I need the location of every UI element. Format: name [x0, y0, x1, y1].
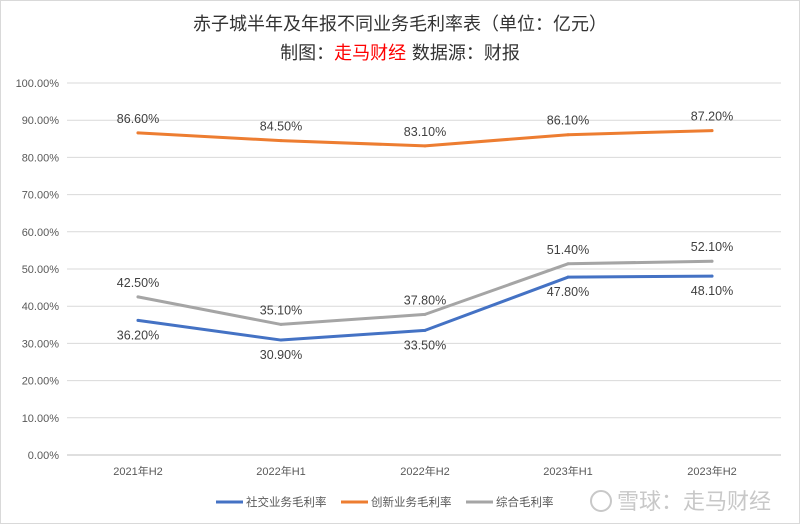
data-point [136, 131, 140, 135]
data-label: 48.10% [691, 284, 733, 298]
data-label: 35.10% [260, 303, 302, 317]
data-label: 86.60% [117, 112, 159, 126]
data-label: 86.10% [547, 114, 589, 128]
data-label: 33.50% [404, 338, 446, 352]
data-point [566, 275, 570, 279]
x-tick-label: 2021年H2 [113, 464, 163, 478]
chart-subtitle: 制图：走马财经 数据源：财报 [1, 39, 799, 65]
data-label: 47.80% [547, 285, 589, 299]
data-point [566, 262, 570, 266]
data-point [136, 318, 140, 322]
data-label: 42.50% [117, 276, 159, 290]
data-point [279, 322, 283, 326]
watermark-logo-icon [590, 490, 612, 512]
data-label: 83.10% [404, 125, 446, 139]
data-point [423, 328, 427, 332]
y-tick-label: 60.00% [22, 227, 60, 239]
y-tick-label: 20.00% [22, 376, 60, 388]
data-point [279, 139, 283, 143]
data-label: 52.10% [691, 240, 733, 254]
data-label: 37.80% [404, 293, 446, 307]
watermark: 雪球：走马财经 [617, 490, 771, 515]
data-label: 51.40% [547, 243, 589, 257]
chart-title: 赤子城半年及年报不同业务毛利率表（单位：亿元） [193, 14, 607, 35]
data-point [710, 129, 714, 133]
y-tick-label: 90.00% [22, 115, 60, 127]
subtitle-prefix: 制图： [280, 43, 335, 64]
y-tick-label: 30.00% [22, 338, 60, 350]
data-label: 30.90% [260, 348, 302, 362]
y-tick-label: 80.00% [22, 152, 60, 164]
x-tick-label: 2022年H2 [400, 464, 450, 478]
subtitle-brand: 走马财经 [334, 43, 407, 64]
data-point [566, 133, 570, 137]
y-tick-label: 0.00% [28, 450, 59, 462]
y-tick-label: 100.00% [16, 78, 60, 90]
data-point [136, 295, 140, 299]
data-point [279, 338, 283, 342]
data-point [423, 312, 427, 316]
y-tick-label: 10.00% [22, 413, 60, 425]
x-tick-label: 2023年H2 [687, 464, 737, 478]
data-point [710, 259, 714, 263]
data-label: 87.20% [691, 110, 733, 124]
y-tick-label: 40.00% [22, 301, 60, 313]
x-tick-label: 2022年H1 [256, 464, 306, 478]
data-label: 36.20% [117, 328, 159, 342]
subtitle-suffix: 数据源：财报 [406, 43, 520, 64]
data-label: 84.50% [260, 120, 302, 134]
y-tick-label: 50.00% [22, 264, 60, 276]
x-tick-label: 2023年H1 [543, 464, 593, 478]
legend-label: 综合毛利率 [496, 495, 554, 509]
legend-label: 社交业务毛利率 [246, 495, 327, 509]
y-tick-label: 70.00% [22, 190, 60, 202]
data-point [710, 274, 714, 278]
data-point [423, 144, 427, 148]
legend-label: 创新业务毛利率 [371, 495, 452, 509]
